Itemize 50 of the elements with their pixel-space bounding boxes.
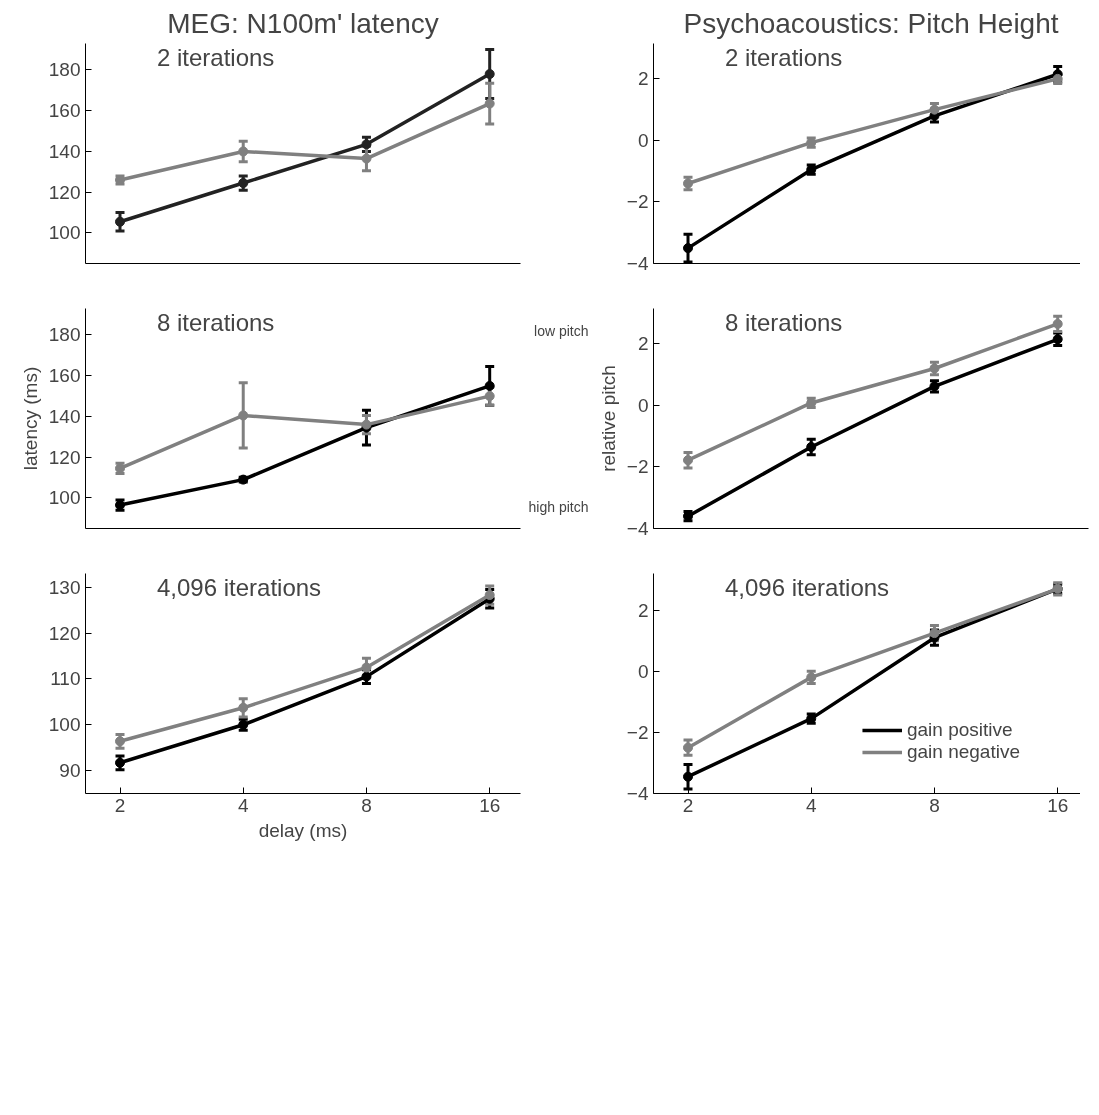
y-tick-label: 160 bbox=[48, 365, 81, 387]
y-tick-label: 130 bbox=[48, 576, 81, 598]
y-tick-label: 100 bbox=[48, 714, 81, 736]
y-tick-label: 2 bbox=[637, 333, 649, 355]
x-tick-label: 2 bbox=[682, 794, 694, 816]
y-tick-label: 180 bbox=[48, 59, 81, 81]
x-tick-label: 2 bbox=[114, 794, 126, 816]
x-tick-label: 4 bbox=[805, 794, 817, 816]
y-tick-label: 100 bbox=[48, 222, 81, 244]
legend-label: gain positive bbox=[906, 719, 1013, 741]
x-tick-label: 4 bbox=[237, 794, 249, 816]
text: low pitch bbox=[534, 322, 589, 339]
chart-subtitle: 8 iterations bbox=[156, 308, 275, 336]
chart-subtitle: 2 iterations bbox=[724, 43, 843, 71]
x-tick-label: 16 bbox=[1047, 794, 1069, 816]
y-tick-label: 2 bbox=[637, 68, 649, 90]
y-tick-label: 140 bbox=[48, 405, 81, 427]
y-tick-label: 90 bbox=[59, 760, 81, 782]
y-tick-label: 160 bbox=[48, 100, 81, 122]
chart-title: Psychoacoustics: Pitch Height bbox=[683, 7, 1059, 39]
y-tick-label: 180 bbox=[48, 324, 81, 346]
y-tick-label: 0 bbox=[637, 660, 649, 682]
y-tick-label: −2 bbox=[626, 191, 649, 213]
y-tick-label: −2 bbox=[626, 456, 649, 478]
legend-label: gain negative bbox=[906, 741, 1020, 763]
chart-subtitle: 4,096 iterations bbox=[724, 573, 890, 601]
text: high pitch bbox=[528, 498, 589, 515]
x-tick-label: 8 bbox=[929, 794, 940, 816]
y-tick-label: 2 bbox=[637, 599, 649, 621]
y-tick-label: −4 bbox=[626, 783, 649, 804]
y-tick-label: −4 bbox=[626, 518, 649, 539]
y-tick-label: 120 bbox=[48, 446, 81, 468]
y-tick-label: 120 bbox=[48, 622, 81, 644]
y-tick-label: −2 bbox=[626, 721, 649, 743]
y-axis-title: latency (ms) bbox=[19, 366, 41, 471]
x-axis-title: delay (ms) bbox=[258, 819, 348, 841]
chart-subtitle: 2 iterations bbox=[156, 43, 275, 71]
y-tick-label: 140 bbox=[48, 140, 81, 162]
chart-subtitle: 8 iterations bbox=[724, 308, 843, 336]
y-axis-title: relative pitch bbox=[597, 365, 619, 472]
y-tick-label: 120 bbox=[48, 181, 81, 203]
y-tick-label: 100 bbox=[48, 487, 81, 509]
y-tick-label: 0 bbox=[637, 394, 649, 416]
chart-title: MEG: N100m' latency bbox=[167, 7, 439, 39]
x-tick-label: 16 bbox=[479, 794, 501, 816]
y-tick-label: 110 bbox=[50, 668, 81, 690]
x-tick-label: 8 bbox=[361, 794, 372, 816]
chart-subtitle: 4,096 iterations bbox=[156, 573, 322, 601]
y-tick-label: 0 bbox=[637, 129, 649, 151]
y-tick-label: −4 bbox=[626, 253, 649, 274]
